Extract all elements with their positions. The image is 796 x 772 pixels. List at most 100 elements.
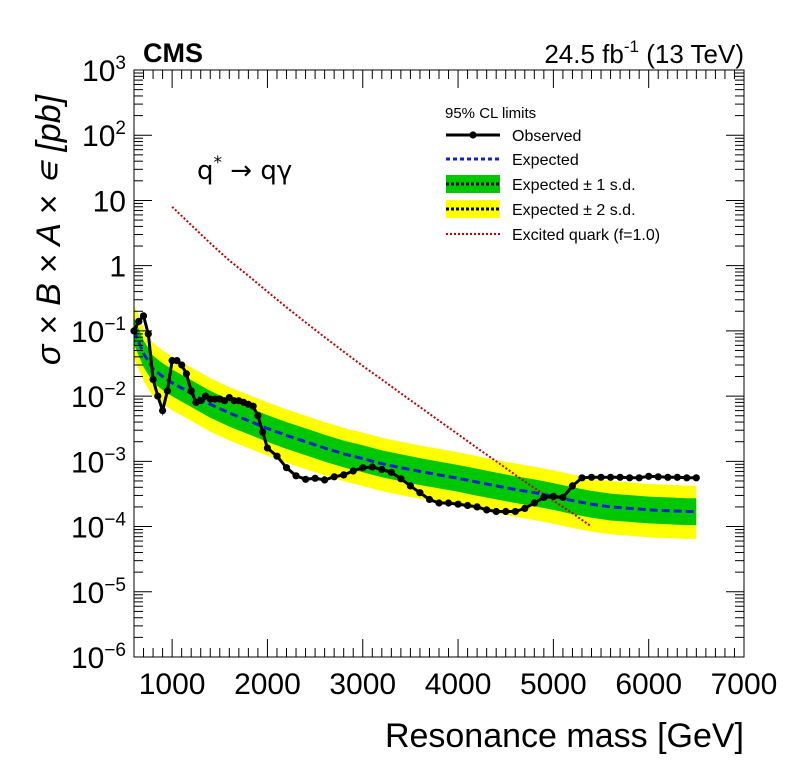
observed-point [645,472,653,480]
observed-point [273,452,281,460]
observed-point [387,468,395,476]
observed-point [144,330,152,338]
observed-point [178,361,186,369]
observed-point [626,474,634,482]
y-tick-exponent: −6 [104,640,126,661]
legend-label-band1: Expected ± 1 s.d. [512,177,636,194]
observed-point [587,473,596,481]
observed-point [321,476,329,484]
observed-point [349,467,357,475]
observed-point [340,471,348,479]
luminosity-energy: (13 TeV) [639,39,744,69]
observed-point [473,503,481,511]
y-tick-base: 10 [71,446,104,479]
y-tick-base: 10 [71,381,104,414]
x-axis-title: Resonance mass [GeV] [385,717,744,755]
observed-point [406,482,414,490]
observed-point [664,473,672,481]
y-tick-label: 10−2 [71,379,126,414]
process-label-main: q [197,156,214,186]
y-tick-exponent: 3 [115,53,126,74]
x-tick-label: 6000 [615,668,682,701]
observed-point [549,492,558,500]
y-tick-base: 10 [82,120,115,153]
observed-point [673,473,681,481]
legend-marker-observed [469,131,477,139]
observed-point [502,507,510,516]
observed-point [464,501,472,510]
observed-point [368,463,376,471]
y-tick-exponent: 2 [115,118,126,139]
x-tick-label: 2000 [234,668,301,701]
observed-point [254,412,262,420]
bands-layer [134,304,697,539]
observed-point [454,500,462,508]
observed-point [692,474,700,482]
observed-point [540,493,548,501]
y-tick-exponent: −3 [104,444,126,465]
observed-point [607,473,615,481]
y-tick-exponent: −4 [104,510,126,531]
observed-point [483,506,491,514]
observed-point [282,464,291,472]
observed-point [302,475,310,483]
observed-point [559,493,567,501]
observed-point [616,473,624,481]
observed-point [149,375,157,384]
lines-layer [130,206,700,528]
observed-point [173,357,181,365]
observed-point [530,499,538,507]
labels-layer: 1000 2000 3000 4000 5000 6000 700010−610−510−4… [71,53,777,701]
y-tick-base: 10 [71,316,104,349]
observed-point [435,499,443,507]
observed-point [182,370,190,378]
y-tick-exponent: −2 [104,379,126,400]
y-tick-label: 1 [109,251,126,284]
y-tick-base: 10 [71,642,104,675]
band2-band [134,304,697,539]
observed-point [654,473,662,481]
y-tick-base: 10 [93,185,126,218]
observed-point [330,473,338,481]
observed-point [521,504,529,512]
observed-point [568,482,577,490]
observed-point [578,474,586,482]
y-tick-base: 10 [71,512,104,545]
observed-point [159,407,167,415]
observed-point [263,444,271,452]
y-axis-title: σ × B × A × ∊ [pb] [30,93,68,365]
observed-point [444,499,453,507]
observed-point [378,465,386,474]
observed-point [292,472,300,480]
legend-label-excited: Excited quark (f=1.0) [512,227,660,244]
y-tick-label: 10−6 [71,640,126,675]
x-tick-label: 4000 [425,668,492,701]
y-tick-label: 10−4 [71,510,126,545]
process-label-sup: * [214,153,223,173]
observed-point [397,475,405,483]
legend: 95% CL limits Observed Expected Expected ±… [445,105,660,244]
y-tick-base: 10 [82,55,115,88]
y-tick-label: 10−1 [71,314,126,349]
y-tick-base: 1 [109,251,126,284]
luminosity-value: 24.5 fb [544,39,624,69]
observed-point [139,312,148,320]
x-tick-label: 1000 [139,668,206,701]
observed-point [259,428,267,436]
observed-point [154,392,162,400]
y-tick-exponent: −5 [104,575,126,596]
observed-point [249,402,257,410]
y-tick-label: 10−5 [71,575,126,610]
legend-label-observed: Observed [512,128,581,145]
observed-point [635,474,643,482]
observed-point [359,464,367,472]
observed-point [416,489,424,497]
y-tick-label: 10 [93,185,126,218]
observed-point [311,474,319,482]
legend-title: 95% CL limits [445,105,536,122]
observed-point [163,387,171,395]
y-tick-base: 10 [71,577,104,610]
experiment-label: CMS [143,38,203,68]
y-tick-label: 102 [82,118,126,153]
